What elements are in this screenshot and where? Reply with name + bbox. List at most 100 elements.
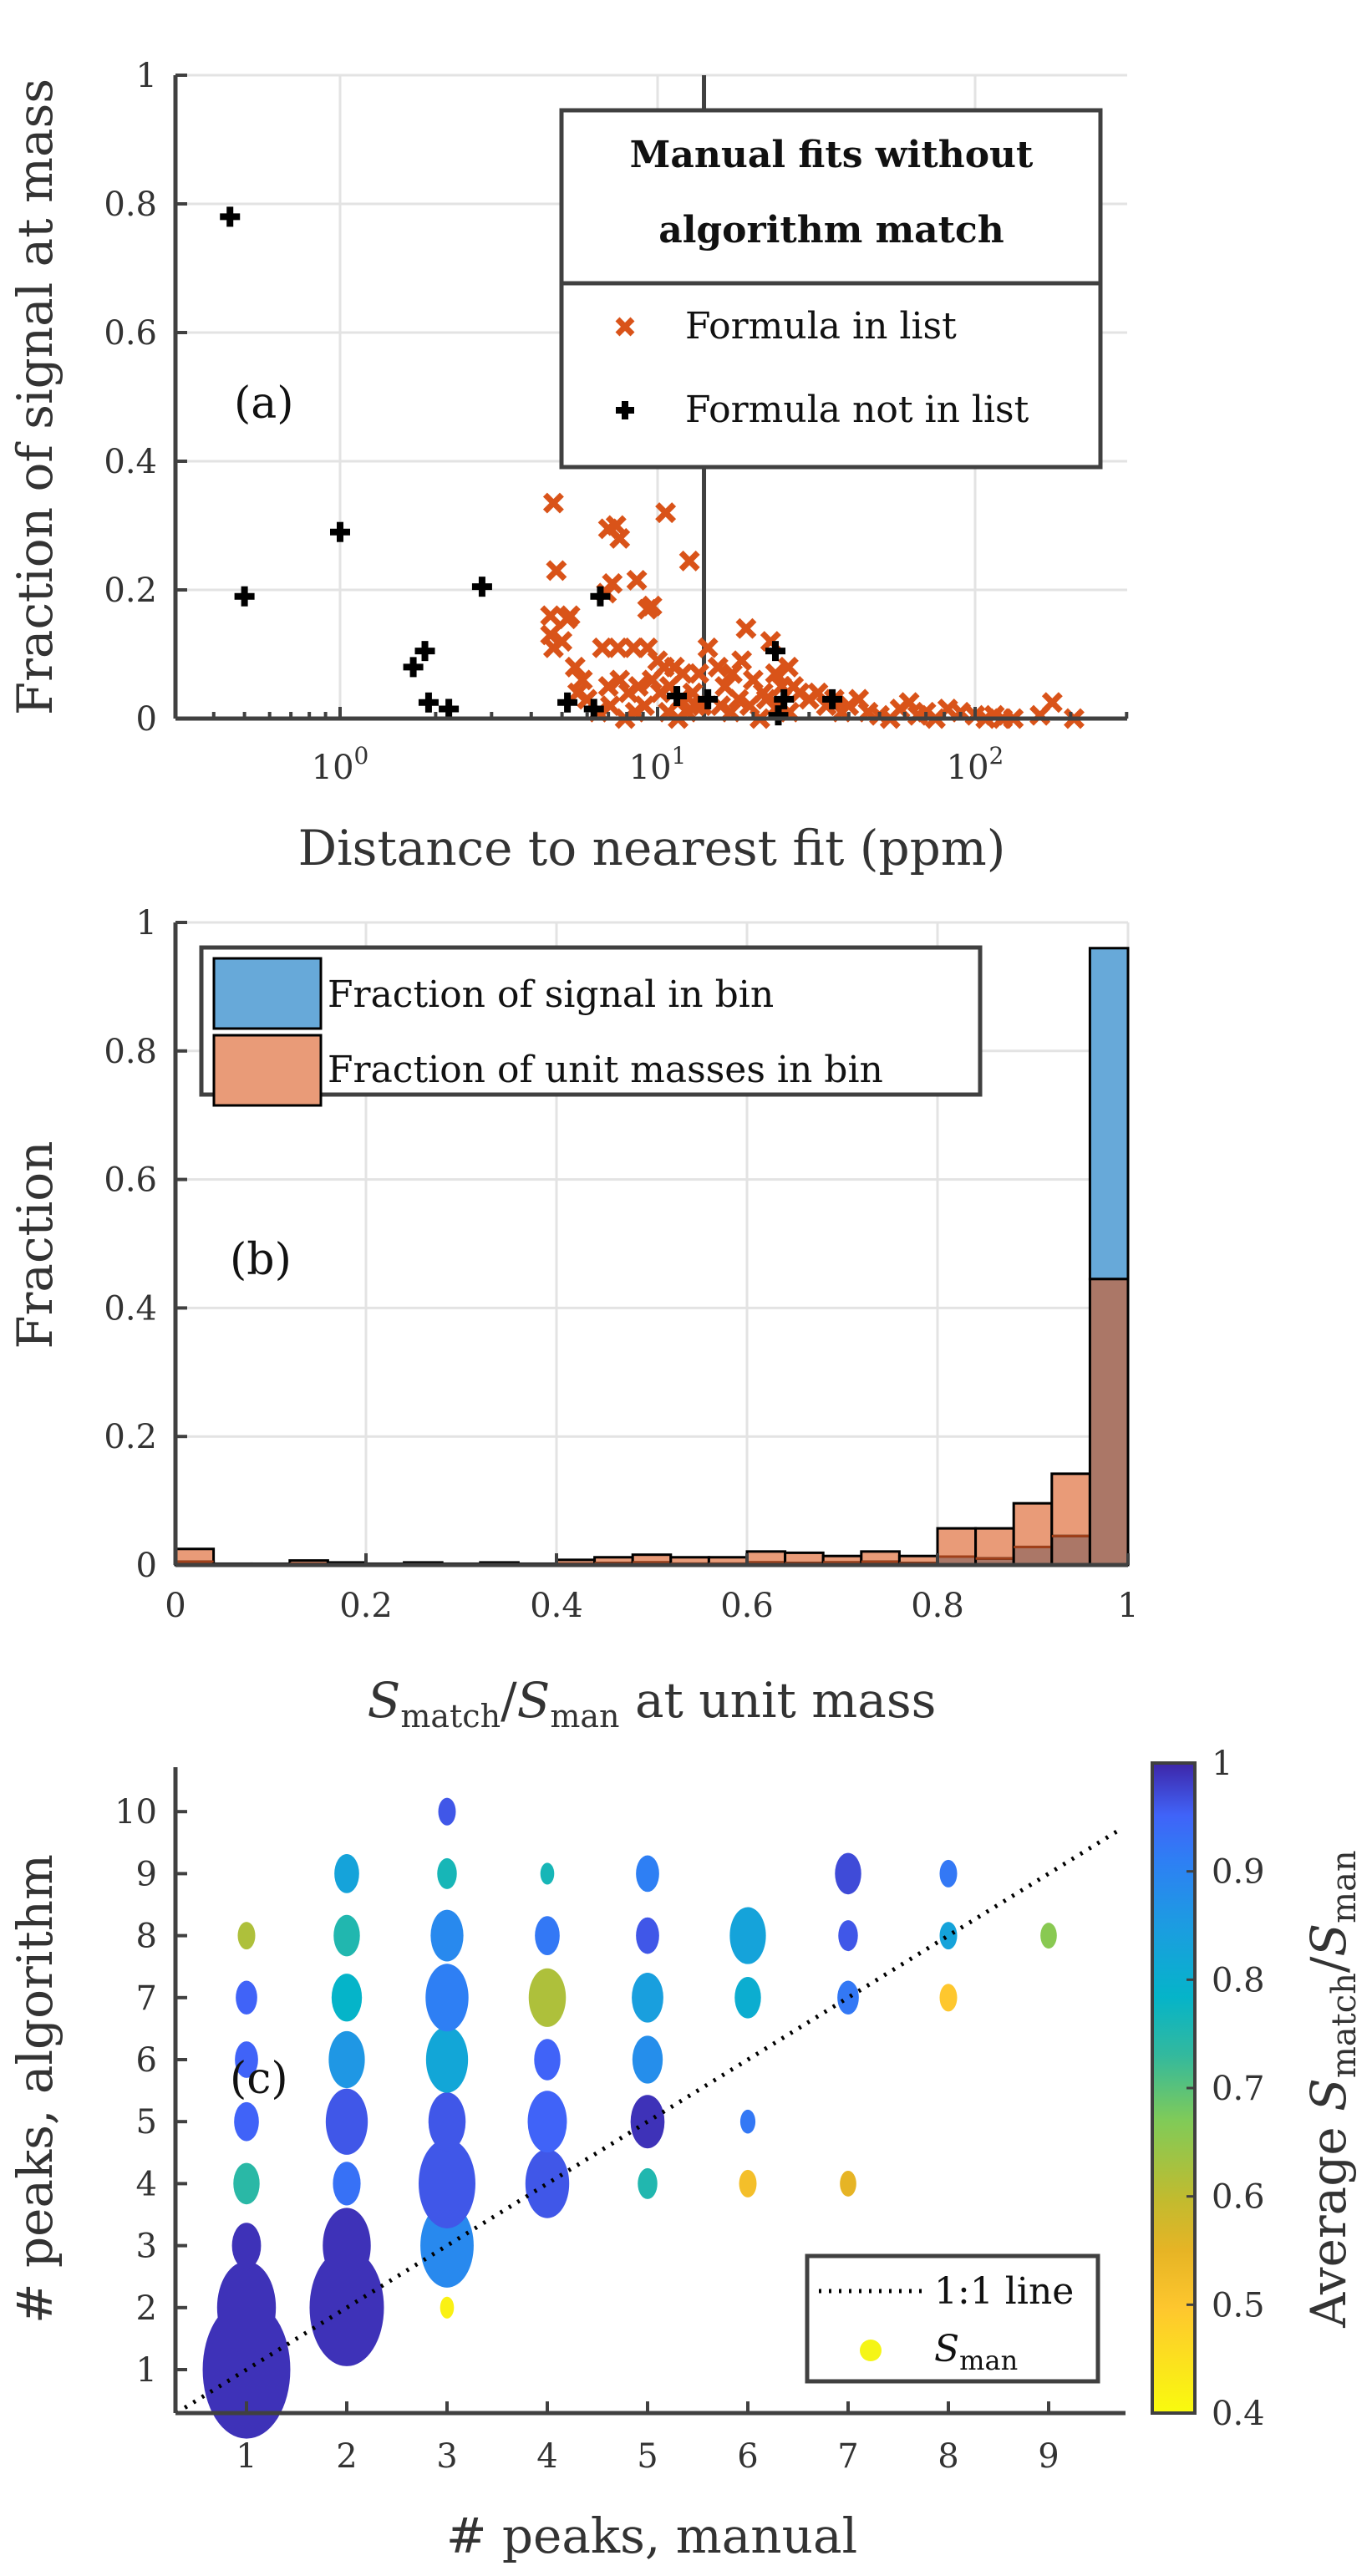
point-formula-not-in-list [822, 688, 843, 709]
x-stroke [633, 695, 655, 717]
colorbar-label-s1: S [1300, 2078, 1357, 2111]
panel-b: 0 0.2 0.4 0.6 0.8 1 0 0.2 0.4 0.6 0.8 1 (b) Smatch/… [7, 904, 1139, 1735]
panel-a-ylabel: Fraction of signal at mass [7, 79, 64, 715]
bubble [425, 2026, 469, 2093]
panel-c-legend: 1:1 line Sman [805, 2253, 1100, 2384]
colorbar-tick-label: 0.9 [1212, 1853, 1265, 1892]
bar-overlap [1088, 1278, 1130, 1567]
y-tick-label: 0.6 [104, 314, 157, 353]
legend-formula-not-in-list: Formula not in list [685, 389, 1029, 431]
x-stroke [755, 688, 777, 710]
x-stroke [609, 527, 631, 549]
point-formula-not-in-list [414, 641, 435, 662]
bubble [323, 2208, 371, 2284]
point-formula-in-list [735, 617, 757, 639]
x-stroke [637, 637, 658, 658]
point-formula-not-in-list [774, 688, 795, 709]
bubble [535, 1916, 560, 1955]
y-tick-label: 0.4 [104, 443, 157, 481]
bubble [235, 2041, 258, 2078]
x-stroke [898, 692, 920, 714]
panel-a-tick-labels: 0 0.2 0.4 0.6 0.8 1 100 101 102 [104, 57, 1004, 787]
x-stroke [607, 637, 628, 658]
x-tick-label: 9 [1038, 2437, 1059, 2476]
x-tick-label: 5 [637, 2437, 658, 2476]
colorbar-tick-label: 0.4 [1212, 2395, 1265, 2433]
bubble [234, 2101, 259, 2142]
point-formula-not-in-list [418, 692, 439, 713]
bubble [237, 1922, 256, 1950]
x-stroke [777, 656, 799, 678]
x-stroke [728, 688, 750, 710]
x-tick-label: 0 [165, 1587, 185, 1625]
point-formula-not-in-list [768, 705, 789, 726]
bubble [233, 2162, 260, 2205]
bubble [939, 1984, 958, 2012]
panel-c-axes [173, 1767, 1126, 2416]
x-stroke [546, 560, 567, 582]
bubble [309, 2248, 384, 2366]
point-formula-in-list [655, 502, 677, 524]
bubble [837, 1980, 859, 2015]
y-tick-label: 10 [114, 1793, 157, 1832]
bubble [430, 1909, 464, 1962]
bubble [216, 2261, 277, 2355]
panel-b-xlabel: Smatch/Sman at unit mass [368, 1672, 937, 1735]
bubble [739, 2169, 757, 2197]
legend-signal-swatch [212, 957, 323, 1030]
colorbar-label-sub1: match [1325, 1973, 1364, 2078]
legend-x-marker-icon [615, 317, 635, 337]
bubble [325, 2088, 368, 2155]
x-stroke [765, 663, 786, 684]
bubble [540, 1862, 555, 1885]
point-formula-in-list [551, 631, 573, 653]
legend-one-to-one-label: 1:1 line [934, 2270, 1074, 2313]
legend-sman-sub: man [959, 2345, 1018, 2376]
x-stroke [735, 617, 757, 639]
point-formula-in-list [546, 560, 567, 582]
y-tick-label: 1 [136, 57, 157, 95]
bubble [739, 2109, 756, 2134]
x-stroke [641, 595, 663, 617]
x-stroke [731, 650, 753, 672]
x-stroke [626, 569, 648, 591]
y-tick-label: 0 [136, 1547, 157, 1585]
x-tick-label: 101 [629, 742, 687, 787]
bar-overlap [1050, 1534, 1091, 1567]
panel-a-xlabel: Distance to nearest fit (ppm) [298, 820, 1006, 876]
bubble [734, 1977, 761, 2019]
x-stroke [615, 317, 635, 337]
bubble [534, 2039, 561, 2081]
y-tick-label: 0.6 [104, 1161, 157, 1200]
point-formula-in-list [540, 605, 562, 627]
x-stroke [983, 704, 1005, 726]
bar-unit-mass [1012, 1501, 1054, 1548]
point-formula-in-list [564, 656, 586, 678]
x-stroke [592, 637, 613, 658]
bubble [729, 1907, 766, 1964]
x-tick-label: 1 [236, 2437, 257, 2476]
legend-plus-marker [616, 401, 634, 419]
bar-signal [1088, 947, 1130, 1281]
x-stroke [848, 688, 870, 710]
x-stroke [628, 676, 649, 697]
x-tick-label: 100 [312, 742, 369, 787]
colorbar-tick-label: 0.5 [1212, 2286, 1265, 2324]
legend-sman-circle-icon [860, 2340, 882, 2361]
bar-unit-mass [784, 1551, 825, 1565]
point-formula-in-list [592, 637, 613, 658]
panel-a-axes [173, 74, 1129, 721]
bubble [420, 2203, 474, 2288]
x-stroke [760, 631, 781, 653]
point-formula-in-list [898, 692, 920, 714]
point-formula-in-list [641, 595, 663, 617]
bubble [331, 1974, 363, 2022]
x-tick-label: 3 [436, 2437, 457, 2476]
xlabel-sub2: man [550, 1698, 619, 1735]
bar-unit-mass [974, 1527, 1015, 1560]
point-formula-in-list [731, 650, 753, 672]
xlabel-slash: / [501, 1672, 517, 1729]
y-tick-label: 9 [136, 1855, 157, 1893]
colorbar-ticks: 0.4 0.5 0.6 0.7 0.8 0.9 1 [1187, 1745, 1265, 2433]
legend-unit-mass-swatch [212, 1034, 323, 1107]
